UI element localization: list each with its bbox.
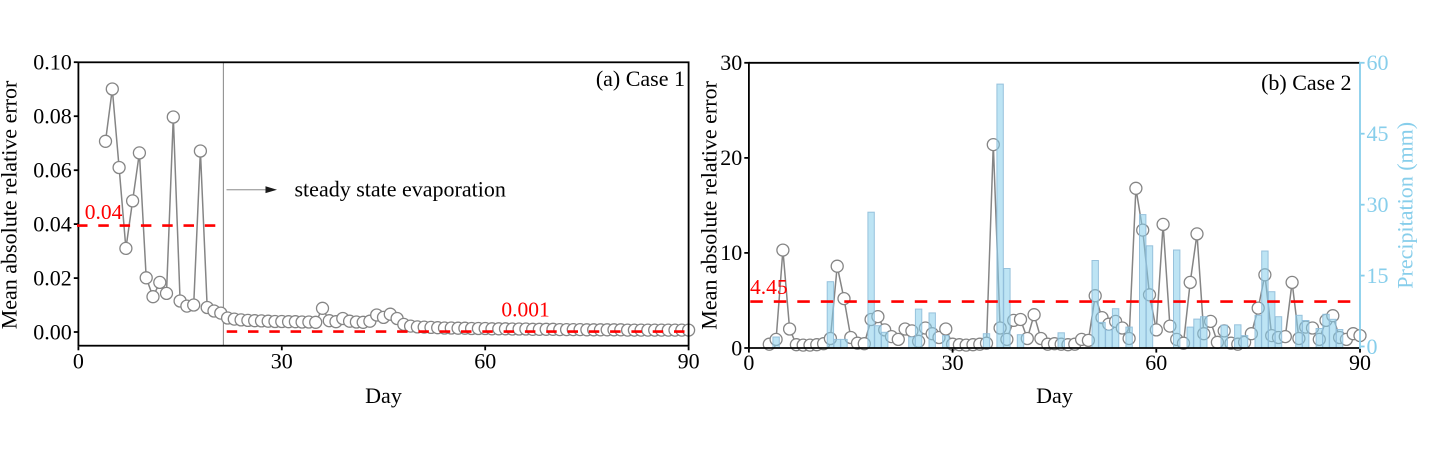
svg-text:30: 30 xyxy=(720,50,742,75)
svg-text:0: 0 xyxy=(1367,334,1378,359)
svg-text:0.02: 0.02 xyxy=(33,265,72,290)
svg-text:0.10: 0.10 xyxy=(33,50,72,75)
svg-text:(b) Case 2: (b) Case 2 xyxy=(1261,70,1351,95)
svg-text:4.45: 4.45 xyxy=(750,275,788,299)
svg-text:45: 45 xyxy=(1367,121,1389,146)
svg-text:steady state evaporation: steady state evaporation xyxy=(295,177,506,202)
svg-text:15: 15 xyxy=(1367,263,1389,288)
svg-text:90: 90 xyxy=(1349,350,1371,375)
svg-text:0.06: 0.06 xyxy=(33,158,72,183)
svg-text:0.04: 0.04 xyxy=(33,211,72,236)
svg-text:20: 20 xyxy=(720,145,742,170)
svg-text:Mean absolute relative error: Mean absolute relative error xyxy=(0,80,22,329)
svg-text:0.08: 0.08 xyxy=(33,104,72,129)
svg-text:0: 0 xyxy=(731,335,742,360)
svg-text:30: 30 xyxy=(942,350,964,375)
svg-text:Mean absolute relative error: Mean absolute relative error xyxy=(697,80,722,329)
svg-text:Precipitation (mm): Precipitation (mm) xyxy=(1393,122,1418,289)
svg-text:Day: Day xyxy=(1036,383,1073,408)
svg-text:30: 30 xyxy=(271,349,293,374)
svg-text:0: 0 xyxy=(743,350,754,375)
svg-text:0.04: 0.04 xyxy=(85,200,123,224)
svg-text:Day: Day xyxy=(365,383,402,408)
svg-text:(a) Case 1: (a) Case 1 xyxy=(596,66,685,91)
svg-text:60: 60 xyxy=(1145,350,1167,375)
svg-text:0.00: 0.00 xyxy=(33,319,72,344)
svg-text:0.001: 0.001 xyxy=(501,298,549,322)
svg-text:60: 60 xyxy=(474,349,496,374)
svg-text:60: 60 xyxy=(1367,50,1389,75)
svg-text:90: 90 xyxy=(678,349,700,374)
svg-text:0: 0 xyxy=(73,349,84,374)
svg-text:30: 30 xyxy=(1367,192,1389,217)
svg-text:10: 10 xyxy=(720,240,742,265)
